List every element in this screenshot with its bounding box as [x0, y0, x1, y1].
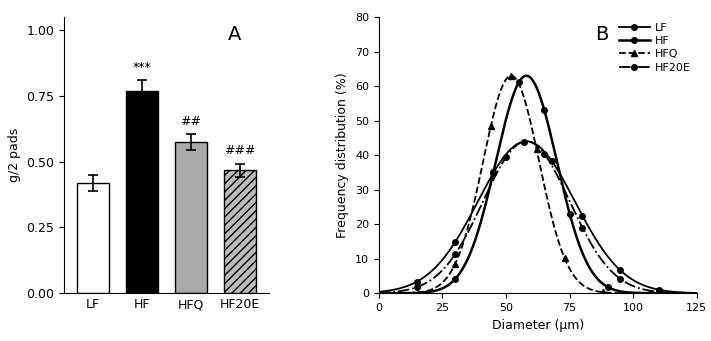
Text: ***: ***	[133, 61, 151, 74]
Legend: LF, HF, HFQ, HF20E: LF, HF, HFQ, HF20E	[619, 23, 691, 73]
Bar	[127, 91, 158, 293]
Text: ###: ###	[224, 144, 255, 157]
Text: A: A	[228, 25, 242, 44]
Y-axis label: g/2 pads: g/2 pads	[8, 128, 21, 182]
X-axis label: Diameter (μm): Diameter (μm)	[492, 318, 584, 331]
Text: B: B	[595, 25, 609, 44]
Bar	[175, 142, 207, 293]
Y-axis label: Frequency distribution (%): Frequency distribution (%)	[336, 72, 350, 238]
Text: ##: ##	[181, 115, 201, 128]
Bar	[77, 183, 109, 293]
Bar	[224, 170, 256, 293]
